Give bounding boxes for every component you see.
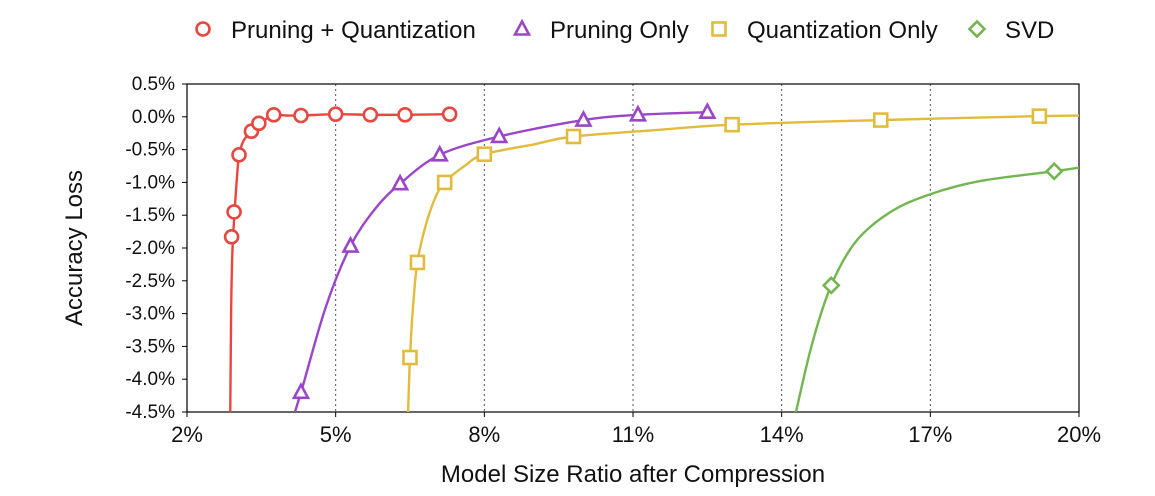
legend: Pruning + Quantization Pruning Only Quanti…: [195, 17, 1054, 44]
data-point: [628, 104, 648, 122]
y-tick-label: -1.0%: [125, 172, 175, 193]
y-tick-label: -3.5%: [125, 336, 175, 357]
data-point: [397, 107, 413, 123]
y-tick-label: -4.0%: [125, 369, 175, 390]
data-point: [293, 107, 309, 124]
series-line-2: [293, 111, 708, 412]
data-point: [223, 229, 240, 245]
x-tick-label: 2%: [171, 422, 203, 447]
y-tick-label: -3.0%: [125, 304, 175, 325]
data-point: [565, 128, 582, 145]
legend-item: Pruning Only: [512, 17, 689, 44]
y-tick-label: 0.5%: [132, 74, 175, 95]
data-point: [490, 126, 509, 144]
data-point: [402, 349, 418, 366]
data-point: [1044, 161, 1064, 181]
data-point: [265, 107, 282, 123]
x-tick-label: 11%: [612, 422, 654, 447]
legend-label: Pruning + Quantization: [231, 17, 476, 44]
data-point: [390, 173, 410, 191]
y-tick-label: -4.5%: [125, 402, 175, 423]
y-axis-label: Accuracy Loss: [61, 170, 88, 326]
x-tick-label: 20%: [1057, 422, 1101, 447]
data-point: [872, 112, 889, 128]
y-tick-label: -2.0%: [125, 238, 175, 259]
data-point: [231, 147, 247, 163]
data-point: [476, 146, 493, 162]
legend-item: Quantization Only: [711, 17, 938, 44]
legend-label: SVD: [1005, 17, 1054, 44]
data-point: [226, 204, 242, 220]
data-point: [409, 254, 426, 271]
data-point: [821, 276, 841, 295]
series-line-3: [406, 114, 1079, 412]
triangle-marker-icon: [512, 18, 532, 36]
series-markers: [223, 101, 1064, 400]
diamond-marker-icon: [967, 19, 987, 39]
legend-item: SVD: [967, 17, 1054, 44]
square-marker-icon: [711, 21, 727, 37]
data-point: [724, 116, 740, 133]
y-axis: 0.5% 0.0% -0.5% -1.0% -1.5% -2.0% -2.5% -3.0% -3…: [125, 74, 187, 423]
legend-item: Pruning + Quantization: [195, 17, 476, 44]
x-axis-label: Model Size Ratio after Compression: [441, 461, 825, 488]
x-tick-label: 14%: [760, 422, 804, 447]
data-point: [362, 107, 379, 123]
circle-marker-icon: [195, 21, 211, 37]
y-tick-label: -1.5%: [125, 205, 175, 226]
grid-lines: [335, 84, 931, 412]
series-line-4: [794, 166, 1079, 412]
x-tick-label: 8%: [468, 422, 500, 447]
data-point: [327, 106, 344, 122]
data-point: [430, 144, 449, 162]
data-point: [698, 101, 717, 120]
series-lines: [229, 111, 1079, 412]
data-point: [1031, 108, 1048, 124]
data-point: [574, 109, 593, 127]
plot-area: [186, 83, 1080, 413]
x-tick-label: 5%: [320, 422, 352, 447]
y-tick-label: 0.0%: [132, 107, 175, 128]
legend-label: Quantization Only: [747, 17, 938, 44]
x-tick-label: 17%: [908, 422, 952, 447]
data-point: [341, 235, 360, 253]
y-tick-label: -0.5%: [125, 140, 175, 161]
data-point: [441, 106, 458, 122]
data-point: [436, 174, 453, 191]
legend-label: Pruning Only: [550, 17, 689, 44]
x-axis: 2% 5% 8% 11% 14% 17% 20%: [171, 412, 1101, 447]
data-point: [291, 382, 311, 400]
data-point: [251, 115, 267, 132]
y-tick-label: -2.5%: [125, 271, 175, 292]
